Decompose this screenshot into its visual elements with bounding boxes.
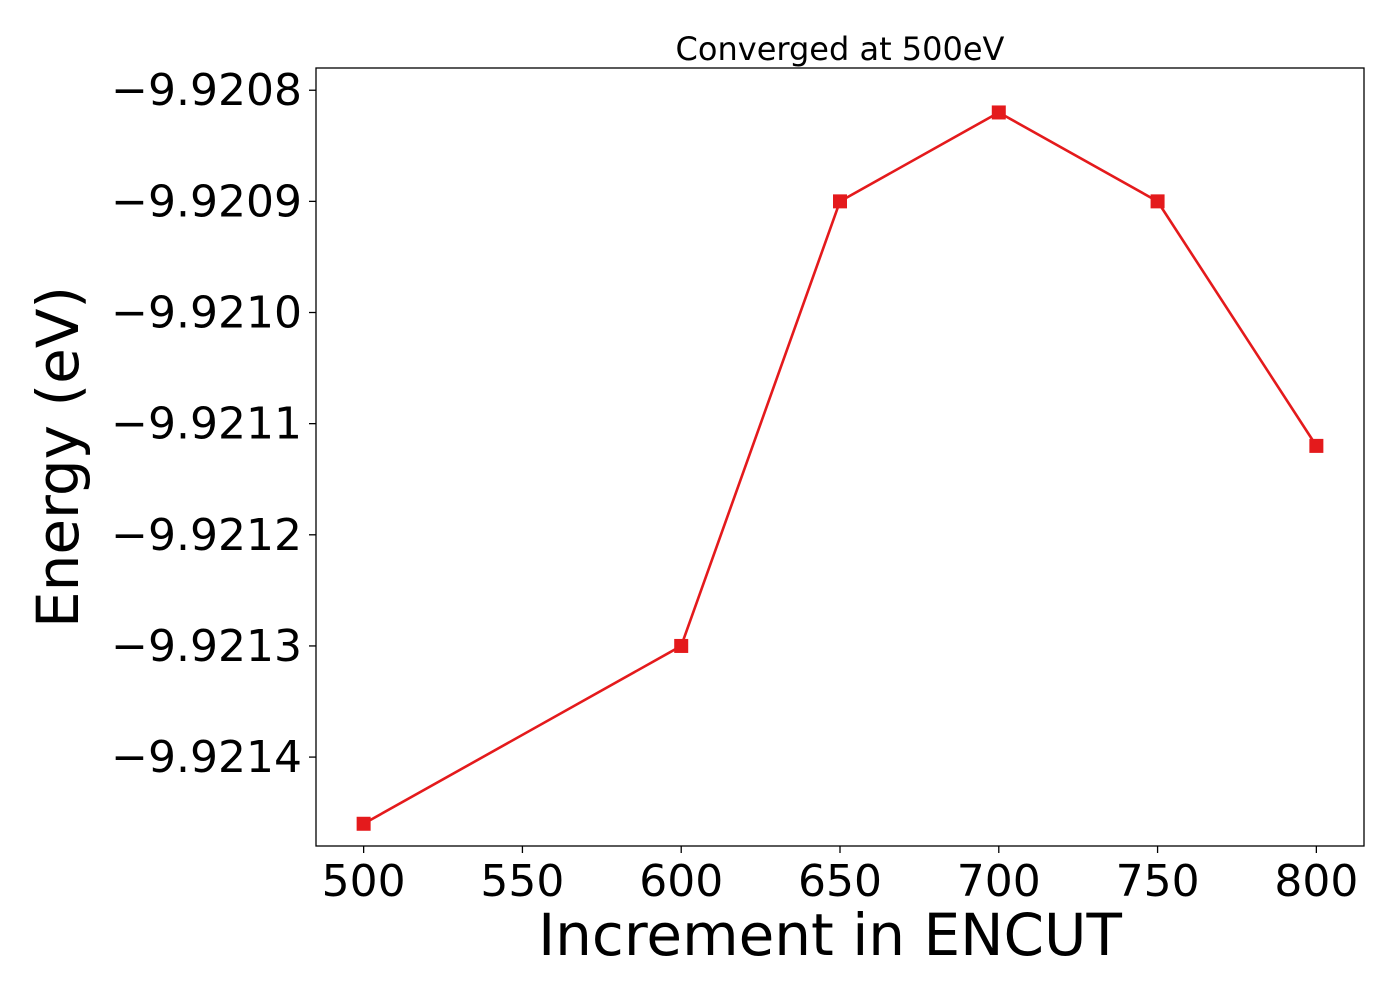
data-point-marker [1150,194,1165,209]
x-tick-label: 750 [1116,856,1200,907]
data-point-marker [356,816,371,831]
x-tick-label: 550 [480,856,564,907]
data-point-marker [1309,438,1324,453]
x-tick-label: 800 [1274,856,1358,907]
y-tick-label: −9.9209 [111,176,302,227]
series-layer [356,105,1324,831]
y-tick-label: −9.9212 [111,510,302,561]
y-tick-label: −9.9213 [111,621,302,672]
series-line [363,111,1318,825]
y-tick-label: −9.9210 [111,288,302,339]
data-point-marker [833,194,847,209]
x-tick-label: 600 [639,856,723,907]
data-point-marker [674,638,689,653]
x-tick-label: 700 [957,856,1041,907]
x-tick-label: 500 [322,856,406,907]
y-axis-ticks: −9.9208 −9.9209 −9.9210 −9.9211 −9.9212 −9.92… [111,65,316,783]
y-axis-title: Energy (eV) [24,286,92,628]
y-tick-label: −9.9208 [111,65,302,116]
y-tick-label: −9.9214 [111,732,302,783]
y-tick-label: −9.9211 [111,399,302,450]
chart-title: Converged at 500eV [676,30,1005,68]
x-tick-label: 650 [798,856,882,907]
x-axis-ticks: 500 550 600 650 700 750 800 [322,846,1358,907]
plot-area-frame [315,67,1365,847]
data-point-marker [991,105,1006,120]
x-axis-title: Increment in ENCUT [538,901,1122,969]
